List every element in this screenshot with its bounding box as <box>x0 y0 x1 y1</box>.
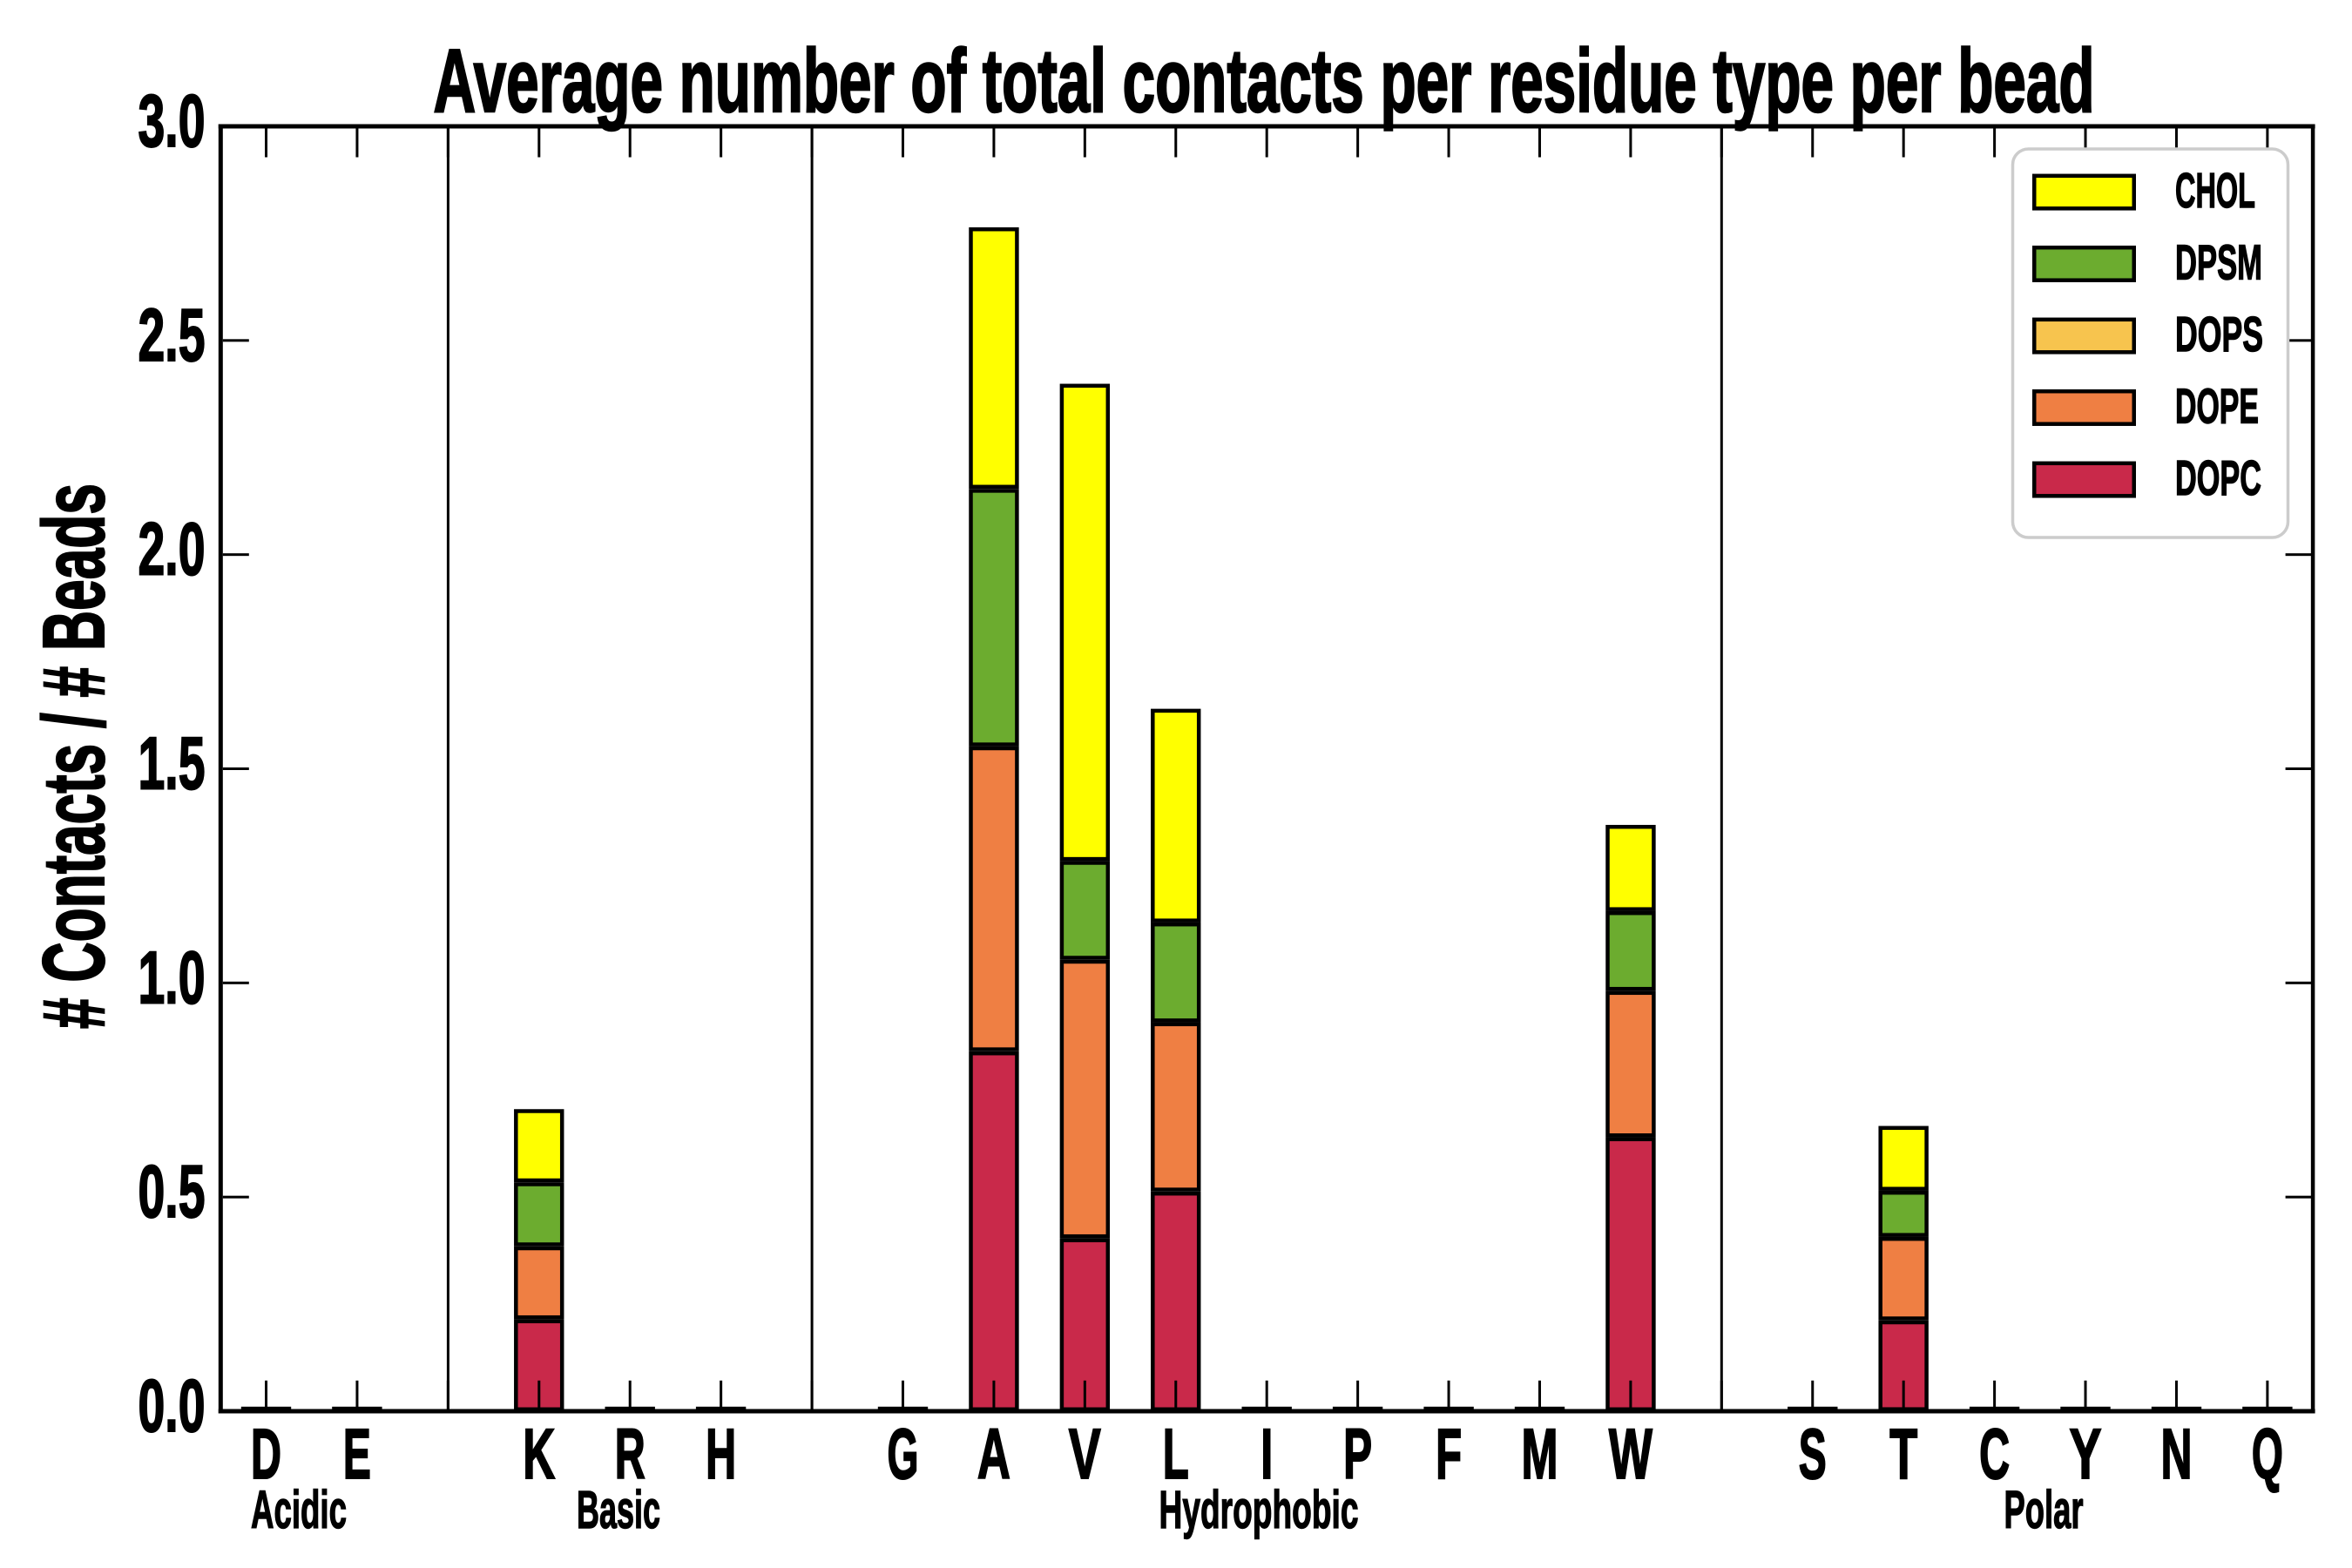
svg-text:Basic: Basic <box>577 1480 660 1539</box>
svg-text:2.5: 2.5 <box>139 294 206 377</box>
svg-text:K: K <box>523 1415 555 1494</box>
svg-text:S: S <box>1799 1415 1827 1494</box>
svg-text:# Contacts / # Beads: # Contacts / # Beads <box>25 483 123 1029</box>
svg-text:C: C <box>1979 1415 2010 1494</box>
svg-text:Hydrophobic: Hydrophobic <box>1159 1480 1359 1539</box>
svg-text:N: N <box>2161 1415 2193 1494</box>
svg-text:3.0: 3.0 <box>139 80 206 163</box>
svg-text:0.5: 0.5 <box>139 1151 206 1233</box>
svg-text:M: M <box>1522 1415 1558 1494</box>
svg-text:E: E <box>343 1415 371 1494</box>
svg-text:F: F <box>1436 1415 1462 1494</box>
svg-text:A: A <box>977 1415 1010 1494</box>
svg-text:P: P <box>1343 1415 1372 1494</box>
svg-text:CHOL: CHOL <box>2175 163 2255 219</box>
svg-text:G: G <box>888 1415 919 1494</box>
svg-text:Average number of total contac: Average number of total contacts per res… <box>434 30 2095 131</box>
svg-text:Y: Y <box>2070 1415 2102 1494</box>
svg-text:L: L <box>1163 1415 1189 1494</box>
svg-text:I: I <box>1260 1415 1273 1494</box>
svg-text:DOPS: DOPS <box>2175 307 2263 362</box>
svg-text:DPSM: DPSM <box>2175 235 2262 291</box>
svg-text:DOPE: DOPE <box>2175 379 2259 435</box>
svg-text:0.0: 0.0 <box>139 1365 206 1448</box>
svg-text:Acidic: Acidic <box>251 1480 347 1539</box>
svg-text:Polar: Polar <box>2004 1480 2084 1539</box>
svg-text:2.0: 2.0 <box>139 509 206 591</box>
svg-text:1.5: 1.5 <box>139 723 206 806</box>
svg-text:D: D <box>251 1415 281 1494</box>
svg-text:1.0: 1.0 <box>139 936 206 1019</box>
svg-text:V: V <box>1069 1415 1101 1494</box>
svg-text:DOPC: DOPC <box>2175 450 2261 506</box>
svg-text:H: H <box>706 1415 736 1494</box>
svg-text:R: R <box>615 1415 645 1494</box>
svg-text:Q: Q <box>2252 1415 2283 1494</box>
svg-text:T: T <box>1889 1415 1917 1494</box>
svg-text:W: W <box>1609 1415 1652 1494</box>
